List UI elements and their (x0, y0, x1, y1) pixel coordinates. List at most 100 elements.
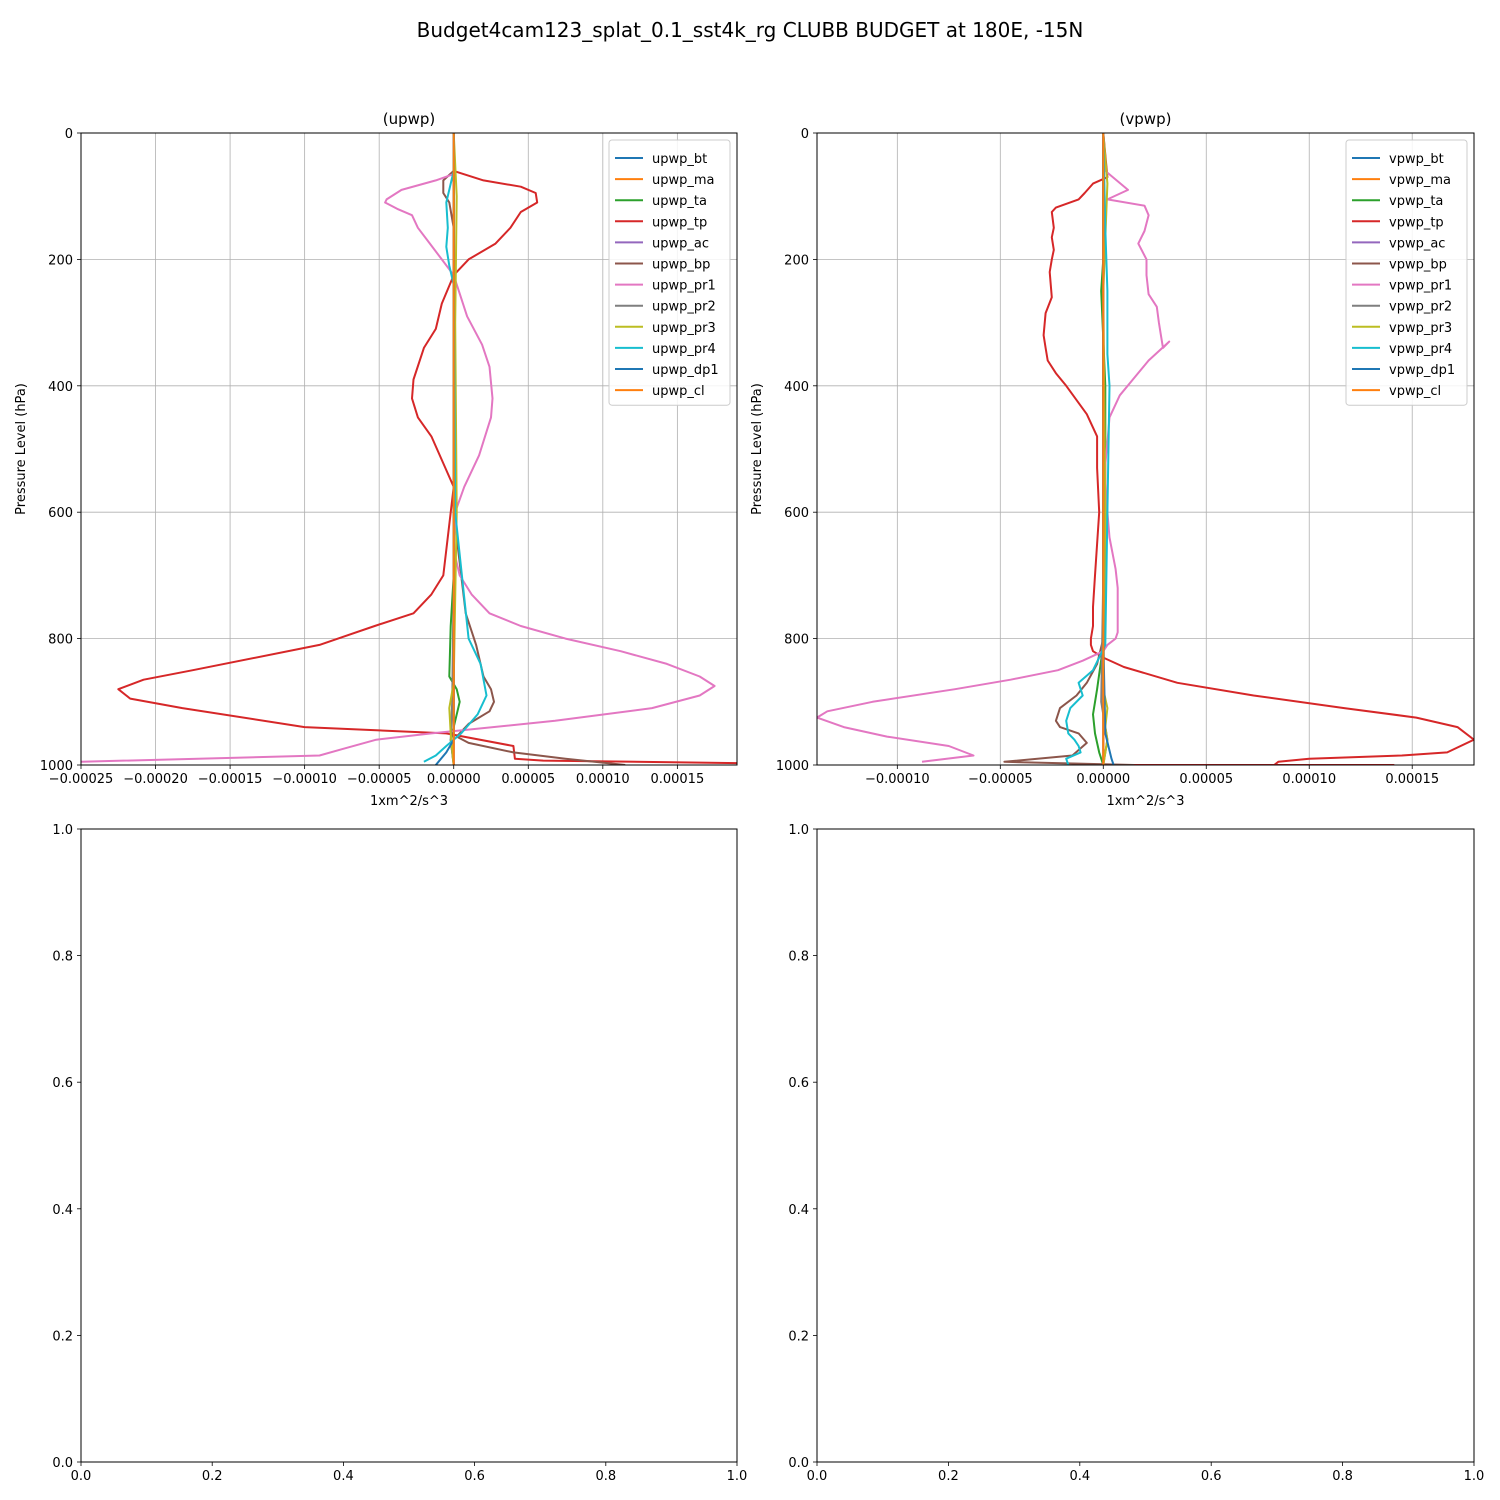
x-tick-label: 0.4 (333, 1469, 354, 1484)
x-tick-label: 0.2 (938, 1469, 959, 1484)
y-tick-label: 0.2 (52, 1329, 73, 1344)
series-line-upwp_tp (117, 133, 737, 765)
legend-label: upwp_tp (652, 215, 707, 230)
y-tick-label: 400 (784, 380, 809, 395)
x-tick-label: −0.00005 (968, 772, 1033, 787)
legend-label: upwp_ta (652, 194, 707, 209)
legend-label: vpwp_pr4 (1389, 342, 1452, 357)
y-tick-label: 1.0 (788, 823, 809, 838)
y-tick-label: 0.2 (788, 1329, 809, 1344)
x-tick-label: 0.00000 (1076, 772, 1130, 787)
x-tick-label: 0.00015 (650, 772, 704, 787)
x-tick-label: 0.00010 (1282, 772, 1336, 787)
x-tick-label: 0.4 (1069, 1469, 1090, 1484)
series-group (81, 133, 737, 765)
x-tick-label: 1.0 (727, 1469, 748, 1484)
y-tick-label: 1000 (776, 759, 809, 774)
figure-title: Budget4cam123_splat_0.1_sst4k_rg CLUBB B… (417, 18, 1084, 42)
legend-label: upwp_pr3 (652, 321, 716, 336)
legend: upwp_bt upwp_ma upwp_ta upwp_tp upwp_ac upwp_… (608, 139, 731, 406)
x-tick-label: 0.0 (71, 1469, 92, 1484)
legend-label: vpwp_pr2 (1389, 300, 1452, 315)
series-line-upwp_pr1 (81, 133, 716, 763)
legend-label: vpwp_pr1 (1389, 279, 1452, 294)
x-tick-label: 0.8 (1332, 1469, 1353, 1484)
x-tick-label: 0.0 (807, 1469, 828, 1484)
x-tick-label: 1.0 (1464, 1469, 1485, 1484)
y-tick-label: 600 (784, 506, 809, 521)
y-tick-label: 600 (48, 506, 73, 521)
legend-frame (608, 139, 731, 406)
x-tick-label: 0.8 (595, 1469, 616, 1484)
y-axis-label: Pressure Level (hPa) (14, 383, 29, 515)
x-tick-label: −0.00025 (49, 772, 114, 787)
series-line-vpwp_tp (1042, 133, 1474, 765)
legend-label: vpwp_dp1 (1389, 363, 1455, 378)
axes-frame (80, 828, 738, 1463)
x-tick-label: 0.00005 (1179, 772, 1233, 787)
legend-label: upwp_ma (652, 173, 715, 188)
legend-label: vpwp_ma (1389, 173, 1451, 188)
legend-label: upwp_cl (652, 384, 705, 399)
y-tick-label: 1000 (40, 759, 73, 774)
y-tick-label: 800 (48, 633, 73, 648)
x-axis-label: 1xm^2/s^3 (1106, 794, 1184, 809)
legend-label: upwp_dp1 (652, 363, 719, 378)
y-tick-label: 400 (48, 380, 73, 395)
x-tick-label: −0.00020 (123, 772, 188, 787)
legend-label: upwp_pr1 (652, 279, 716, 294)
y-tick-label: 0.8 (52, 950, 73, 965)
axes-frame (816, 132, 1475, 766)
x-tick-label: 0.2 (202, 1469, 223, 1484)
y-tick-label: 0 (65, 127, 73, 142)
series-line-vpwp_pr4 (1065, 133, 1111, 765)
legend-label: upwp_pr2 (652, 300, 716, 315)
legend-label: vpwp_ac (1389, 236, 1445, 251)
subplot-title: (vpwp) (1120, 110, 1172, 128)
x-tick-label: 0.6 (464, 1469, 485, 1484)
legend-label: vpwp_pr3 (1389, 321, 1452, 336)
axes-frame (80, 132, 738, 766)
x-tick-label: −0.00015 (198, 772, 263, 787)
series-group (817, 133, 1474, 765)
legend: vpwp_bt vpwp_ma vpwp_ta vpwp_tp vpwp_ac vpwp_… (1345, 139, 1468, 406)
y-tick-label: 0.0 (788, 1456, 809, 1471)
x-tick-label: 0.00000 (427, 772, 481, 787)
y-tick-label: 0.6 (788, 1076, 809, 1091)
x-tick-label: 0.00005 (501, 772, 555, 787)
legend-label: vpwp_cl (1389, 384, 1441, 399)
subplot-title: (upwp) (383, 110, 436, 128)
legend-label: vpwp_bt (1389, 152, 1444, 167)
legend-label: upwp_bp (652, 258, 710, 273)
x-tick-label: 0.00015 (1385, 772, 1439, 787)
y-tick-label: 0.0 (52, 1456, 73, 1471)
x-axis-label: 1xm^2/s^3 (370, 794, 448, 809)
y-tick-label: 800 (784, 633, 809, 648)
y-tick-label: 0.8 (788, 950, 809, 965)
subplot-grid: −0.00025 −0.00020 −0.00015 −0.00010 −0.00005… (14, 110, 1484, 1484)
legend-label: vpwp_bp (1389, 258, 1447, 273)
x-tick-label: −0.00010 (865, 772, 930, 787)
y-axis-label: Pressure Level (hPa) (750, 383, 765, 515)
y-tick-label: 0 (801, 127, 809, 142)
y-tick-label: 0.4 (788, 1203, 809, 1218)
y-tick-label: 0.6 (52, 1076, 73, 1091)
subplot-2: −0.00010 −0.00005 0.00000 0.00005 0.00010 0.0… (750, 110, 1475, 809)
x-tick-label: −0.00005 (347, 772, 412, 787)
axes-frame (816, 828, 1475, 1463)
subplot-4: 0.0 0.2 0.4 0.6 0.8 1.0 0.0 0.2 0.4 0.6 0.8 1.0 (788, 823, 1484, 1484)
subplot-1: −0.00025 −0.00020 −0.00015 −0.00010 −0.00005… (14, 110, 738, 809)
x-tick-label: 0.6 (1201, 1469, 1222, 1484)
series-line-upwp_pr3 (448, 133, 458, 765)
x-tick-label: 0.00010 (576, 772, 630, 787)
y-tick-label: 200 (784, 253, 809, 268)
y-tick-label: 1.0 (52, 823, 73, 838)
legend-label: vpwp_ta (1389, 194, 1443, 209)
legend-frame (1345, 139, 1468, 406)
y-tick-label: 0.4 (52, 1203, 73, 1218)
legend-label: vpwp_tp (1389, 215, 1444, 230)
legend-label: upwp_pr4 (652, 342, 716, 357)
x-tick-label: −0.00010 (272, 772, 337, 787)
y-tick-label: 200 (48, 253, 73, 268)
